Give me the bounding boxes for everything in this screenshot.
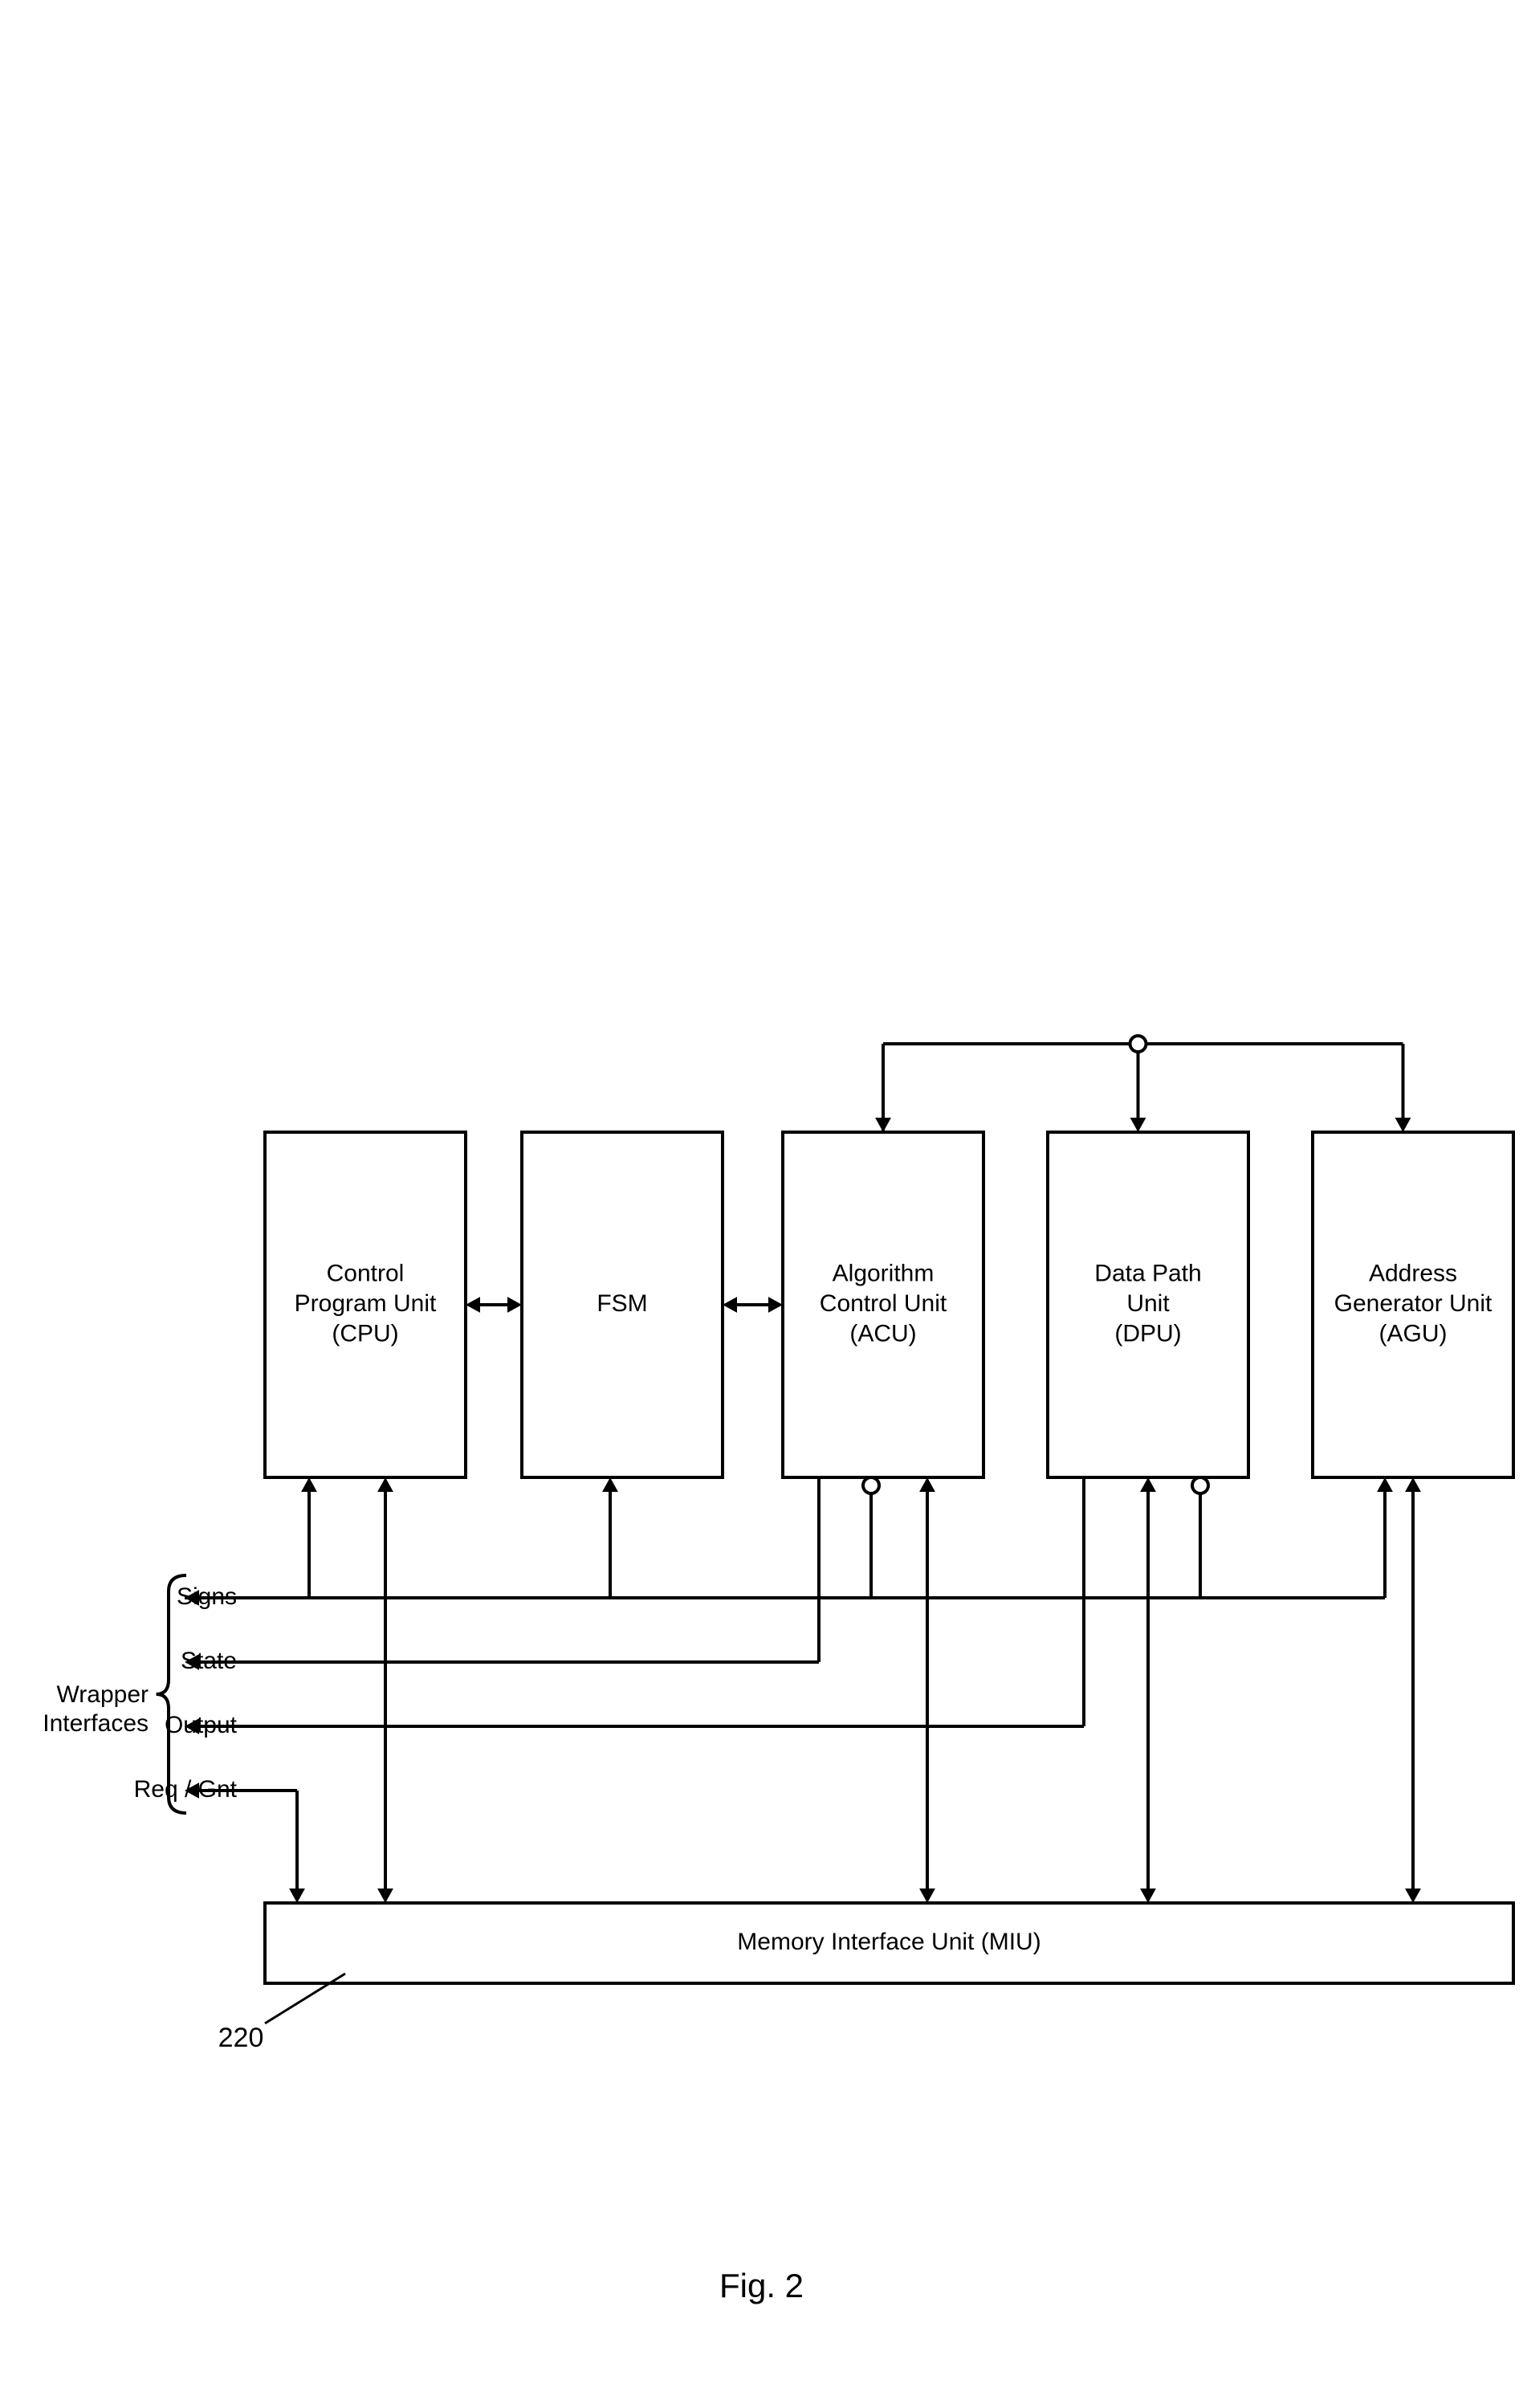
- wrapper-interfaces-label: Wrapper: [57, 1681, 149, 1708]
- acu-block: Algorithm Control Unit (ACU): [783, 1132, 983, 1477]
- ref-number: 220: [218, 2023, 264, 2053]
- miu-block: Memory Interface Unit (MIU): [265, 1903, 1513, 1983]
- cpu-block-label: Control: [327, 1260, 405, 1286]
- signal-label: Signs: [177, 1583, 237, 1610]
- miu-label: Memory Interface Unit (MIU): [737, 1929, 1040, 1955]
- cpu-block: Control Program Unit (CPU): [265, 1132, 466, 1477]
- diagram-container: Control Program Unit (CPU) FSM Algorithm Cont…: [0, 0, 1523, 2408]
- signal-label: State: [181, 1648, 237, 1674]
- signal-label: Output: [165, 1712, 238, 1738]
- cpu-block-label: Program Unit: [295, 1290, 437, 1317]
- agu-block-label: Generator Unit: [1334, 1290, 1492, 1317]
- acu-block-label: Control Unit: [820, 1290, 947, 1317]
- wrapper-interfaces-label: Interfaces: [43, 1710, 149, 1737]
- agu-block: Address Generator Unit (AGU): [1313, 1132, 1513, 1477]
- fsm-block: FSM: [522, 1132, 723, 1477]
- figure-caption: Fig. 2: [719, 2267, 804, 2304]
- signal-label: Req / Gnt: [134, 1776, 238, 1803]
- dpu-block: Data Path Unit (DPU): [1048, 1132, 1248, 1477]
- agu-block-label: (AGU): [1379, 1320, 1448, 1347]
- dpu-block-label: Data Path: [1094, 1260, 1201, 1286]
- dpu-block-label: (DPU): [1114, 1320, 1181, 1347]
- fsm-block-label: FSM: [597, 1290, 647, 1317]
- acu-block-label: Algorithm: [833, 1260, 935, 1286]
- agu-block-label: Address: [1369, 1260, 1457, 1286]
- acu-block-label: (ACU): [849, 1320, 916, 1347]
- dpu-block-label: Unit: [1126, 1290, 1170, 1317]
- cpu-block-label: (CPU): [332, 1320, 398, 1347]
